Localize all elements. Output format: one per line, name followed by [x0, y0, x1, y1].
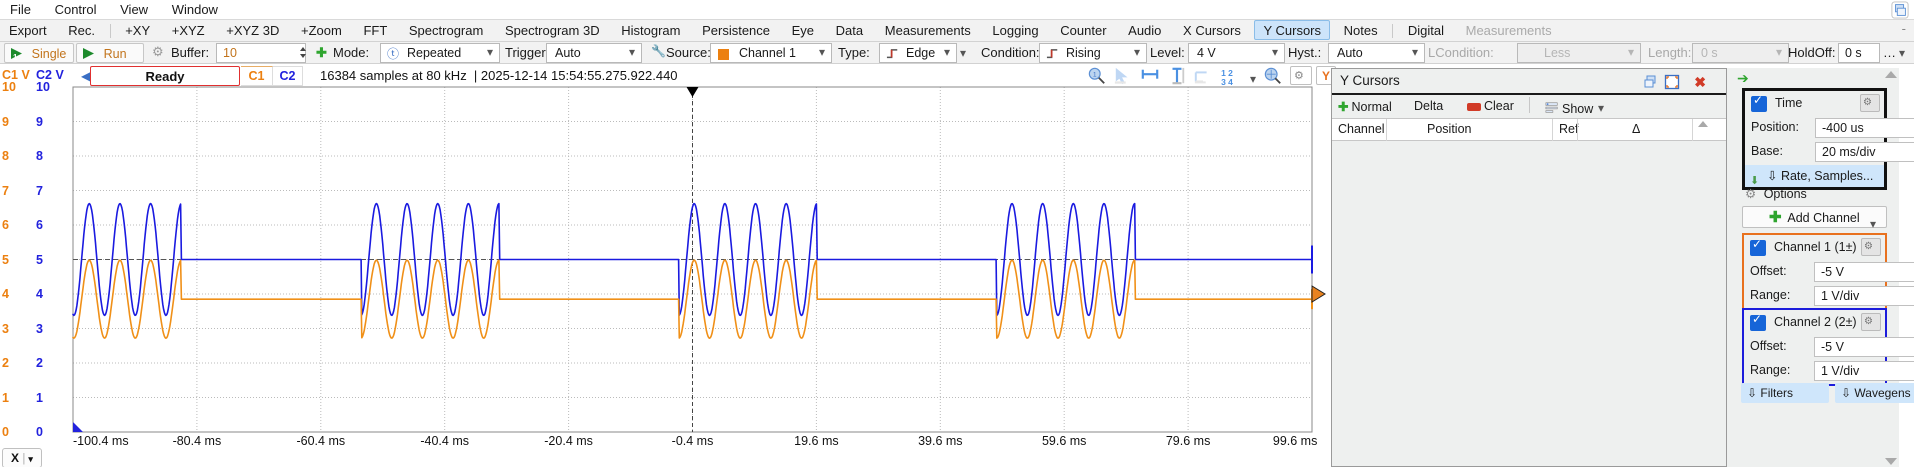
svg-text:1: 1 [1093, 71, 1097, 78]
